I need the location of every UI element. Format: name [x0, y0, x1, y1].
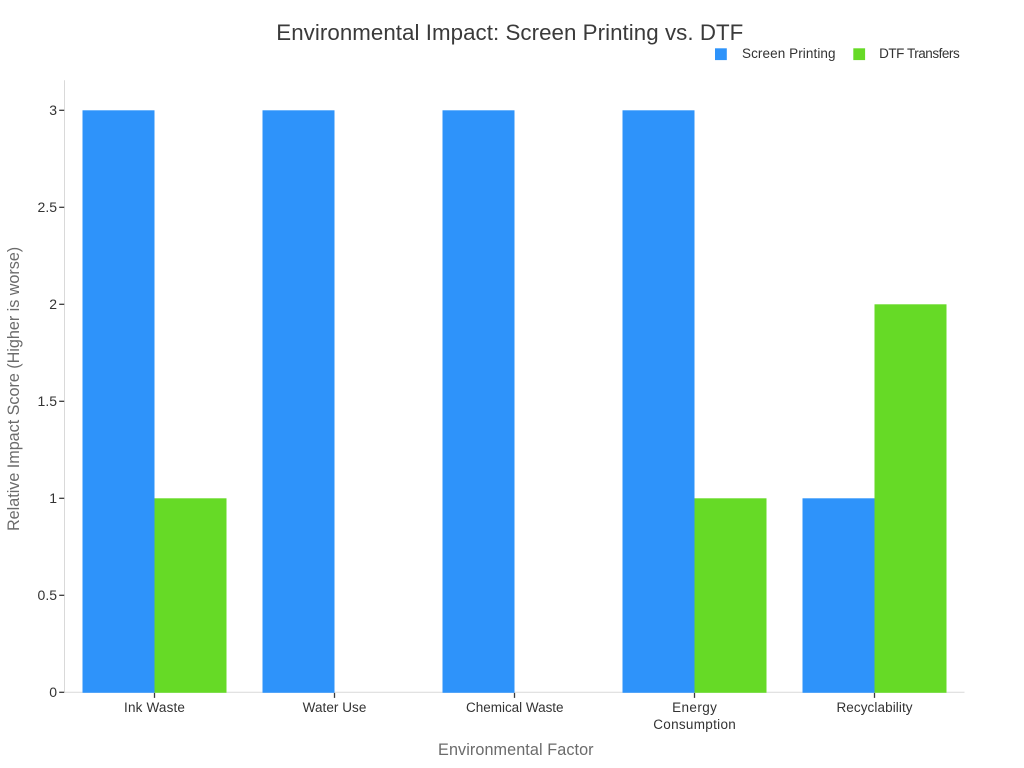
svg-text:2.5: 2.5	[38, 199, 58, 215]
svg-text:Recyclability: Recyclability	[836, 700, 912, 715]
svg-text:Consumption: Consumption	[653, 717, 736, 732]
svg-text:DTF Transfers: DTF Transfers	[879, 46, 960, 61]
svg-text:Screen Printing: Screen Printing	[742, 46, 836, 61]
svg-text:Chemical Waste: Chemical Waste	[466, 700, 564, 715]
svg-text:0.5: 0.5	[38, 587, 58, 603]
svg-text:1.5: 1.5	[38, 393, 58, 409]
svg-text:2: 2	[49, 296, 57, 312]
svg-text:Energy: Energy	[672, 700, 717, 715]
svg-text:Water Use: Water Use	[303, 700, 367, 715]
svg-text:Relative Impact Score (Higher: Relative Impact Score (Higher is worse)	[5, 247, 23, 531]
svg-text:Environmental Impact: Screen P: Environmental Impact: Screen Printing vs…	[276, 20, 743, 45]
svg-text:Ink Waste: Ink Waste	[124, 700, 185, 715]
svg-text:0: 0	[49, 684, 57, 700]
svg-text:1: 1	[49, 490, 57, 506]
svg-text:3: 3	[49, 102, 57, 118]
svg-text:Environmental Factor: Environmental Factor	[438, 741, 594, 759]
